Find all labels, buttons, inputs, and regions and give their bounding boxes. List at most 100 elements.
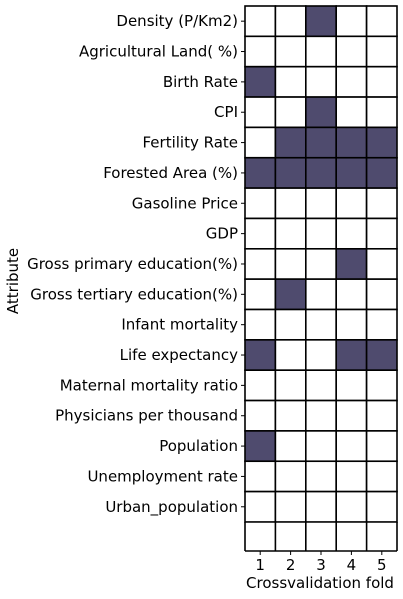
heatmap-cell xyxy=(365,490,398,523)
y-tick-label: Gross primary education(%) xyxy=(27,255,238,273)
heatmap-cell xyxy=(304,339,337,372)
heatmap-cell xyxy=(274,339,307,372)
heatmap-cell xyxy=(304,126,337,159)
heatmap-cell xyxy=(365,65,398,98)
heatmap-cell xyxy=(365,399,398,432)
x-tick-labels: 1 2 3 4 5 xyxy=(255,556,386,574)
heatmap-cell xyxy=(244,278,277,311)
y-tick-label: Population xyxy=(159,437,238,455)
heatmap-cell xyxy=(274,217,307,250)
x-tick-label: 1 xyxy=(255,556,265,574)
x-tick-label: 3 xyxy=(316,556,326,574)
heatmap-cell xyxy=(244,248,277,280)
heatmap-cell xyxy=(304,156,337,189)
y-tick-label: Gross tertiary education(%) xyxy=(30,285,238,303)
heatmap-cell xyxy=(335,187,368,220)
heatmap-cell xyxy=(274,278,307,311)
heatmap-cell xyxy=(304,35,337,68)
heatmap-cell xyxy=(274,399,307,432)
heatmap-cell xyxy=(304,65,337,98)
heatmap-cell xyxy=(244,126,277,159)
heatmap-cell xyxy=(335,308,368,341)
heatmap-cell xyxy=(274,126,307,159)
heatmap-cell xyxy=(335,65,368,98)
heatmap-cell xyxy=(304,278,337,311)
heatmap-cell xyxy=(335,217,368,250)
y-tick-label: GDP xyxy=(206,225,238,243)
heatmap-cell xyxy=(335,369,368,402)
x-tick-label: 2 xyxy=(286,556,296,574)
y-tick-label: Density (P/Km2) xyxy=(116,12,238,30)
heatmap-cell xyxy=(274,490,307,523)
heatmap-cell xyxy=(274,187,307,220)
heatmap-cell xyxy=(244,96,277,129)
heatmap-cell xyxy=(304,399,337,432)
heatmap-cell xyxy=(244,399,277,432)
y-tick-label: Physicians per thousand xyxy=(55,407,238,425)
heatmap-cell xyxy=(244,490,277,523)
heatmap-cell xyxy=(335,490,368,523)
heatmap-cell xyxy=(274,308,307,341)
heatmap-cell xyxy=(365,248,398,280)
tick-marks xyxy=(241,20,383,555)
heatmap-cell xyxy=(335,399,368,432)
y-tick-label: Life expectancy xyxy=(120,346,238,364)
x-tick-label: 5 xyxy=(377,556,387,574)
heatmap-cell xyxy=(274,35,307,68)
y-tick-label: Infant mortality xyxy=(121,316,238,334)
heatmap-cell xyxy=(244,430,277,463)
heatmap-cell xyxy=(274,460,307,493)
heatmap-cell xyxy=(365,339,398,372)
y-tick-label: Fertility Rate xyxy=(142,134,238,152)
heatmap-cell xyxy=(335,339,368,372)
heatmap-cell xyxy=(274,369,307,402)
y-tick-label: CPI xyxy=(214,103,238,121)
y-tick-labels: Density (P/Km2) Agricultural Land( %) Birt… xyxy=(27,12,238,517)
heatmap-cell xyxy=(335,430,368,463)
heatmap-cell xyxy=(365,96,398,129)
y-tick-label: Urban_population xyxy=(105,498,238,517)
heatmap-cell xyxy=(274,430,307,463)
heatmap-cell xyxy=(244,217,277,250)
heatmap-cell xyxy=(304,308,337,341)
heatmap-cell xyxy=(304,490,337,523)
heatmap-cell xyxy=(274,248,307,280)
heatmap-cell xyxy=(335,96,368,129)
heatmap-cell xyxy=(244,460,277,493)
y-axis-label: Attribute xyxy=(4,248,22,314)
heatmap-cell xyxy=(304,187,337,220)
heatmap-cell xyxy=(365,430,398,463)
heatmap-cell xyxy=(335,126,368,159)
heatmap-cell xyxy=(304,217,337,250)
heatmap-cell xyxy=(365,35,398,68)
heatmap-cell xyxy=(244,339,277,372)
heatmap-cell xyxy=(304,5,337,38)
heatmap-cell xyxy=(244,156,277,189)
heatmap-cell xyxy=(244,5,277,38)
heatmap-cell xyxy=(244,308,277,341)
heatmap-cell xyxy=(365,278,398,311)
heatmap-cell xyxy=(244,65,277,98)
y-tick-label: Agricultural Land( %) xyxy=(79,43,238,61)
heatmap-cell xyxy=(365,369,398,402)
y-tick-label: Birth Rate xyxy=(163,73,238,91)
heatmap-cell xyxy=(274,96,307,129)
heatmap-cell xyxy=(365,5,398,38)
heatmap-cell xyxy=(335,156,368,189)
heatmap-cell xyxy=(304,369,337,402)
y-tick-label: Maternal mortality ratio xyxy=(60,376,238,394)
heatmap-cell xyxy=(365,460,398,493)
heatmap-cell xyxy=(335,5,368,38)
heatmap-cell xyxy=(365,308,398,341)
heatmap-cells xyxy=(244,5,398,552)
x-tick-label: 4 xyxy=(347,556,357,574)
heatmap-cell xyxy=(365,156,398,189)
heatmap-cell xyxy=(335,278,368,311)
heatmap-cell xyxy=(365,126,398,159)
y-tick-label: Forested Area (%) xyxy=(103,164,238,182)
x-axis-label: Crossvalidation fold xyxy=(246,574,394,592)
heatmap-cell xyxy=(365,217,398,250)
heatmap-cell xyxy=(335,35,368,68)
heatmap-cell xyxy=(244,369,277,402)
